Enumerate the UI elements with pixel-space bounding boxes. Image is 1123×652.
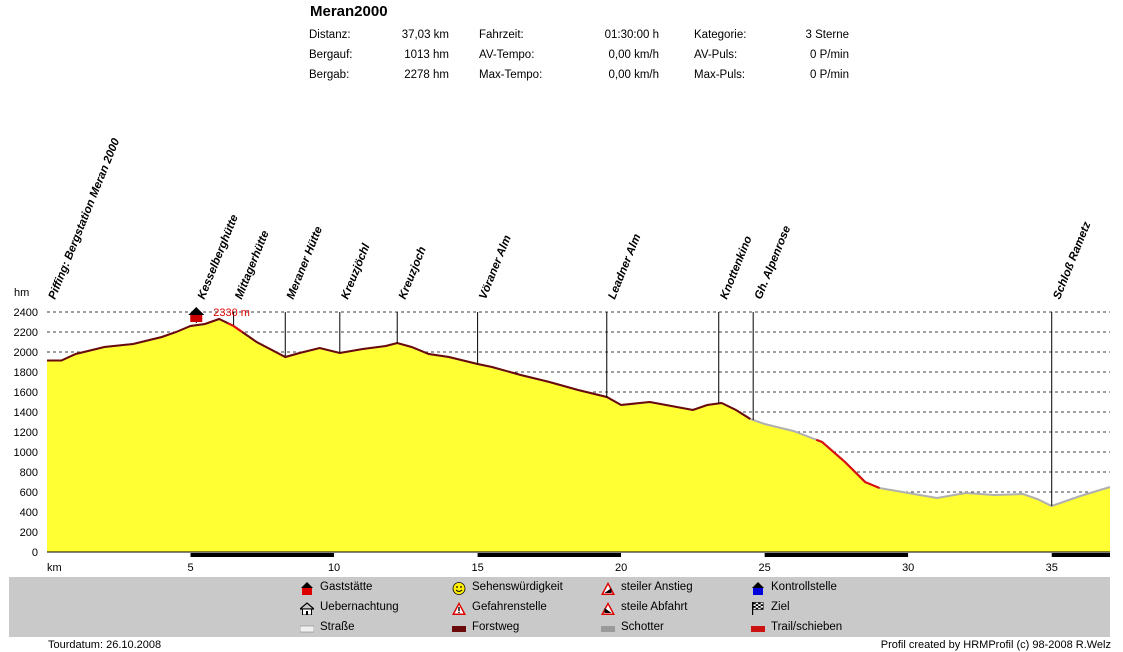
waypoint-label: Knottenkino	[718, 234, 754, 301]
stat-label: AV-Puls:	[694, 49, 738, 61]
profile-line-trail	[815, 438, 880, 489]
waypoint-label: Vöraner Alm	[477, 234, 514, 302]
stat-label: Max-Tempo:	[479, 69, 543, 81]
y-tick-label: 800	[20, 467, 38, 479]
x-axis-scale-bar	[477, 553, 622, 557]
y-axis-label: hm	[14, 287, 29, 299]
waypoint-label: Leadner Alm	[606, 232, 643, 301]
waypoint-label: Schloß Rametz	[1051, 220, 1093, 301]
elevation-profile-chart: 0 200 400 600 800 1000 1200 1400 1600 1800 2000 220…	[14, 136, 1111, 574]
stat-value: 01:30:00 h	[604, 29, 659, 41]
x-tick-label: 30	[902, 562, 914, 574]
stat-value: 0 P/min	[810, 49, 849, 61]
stat-value: 0,00 km/h	[608, 49, 660, 61]
x-tick-label: 10	[328, 562, 340, 574]
y-tick-label: 400	[20, 507, 38, 519]
house-blue-icon	[752, 582, 764, 595]
x-tick-label: 15	[471, 562, 483, 574]
stat-label: Max-Puls:	[694, 69, 746, 81]
waypoint-label: Kreuzjoch	[397, 245, 429, 301]
waypoint-label: Piffing: Bergstation Meran 2000	[47, 136, 123, 301]
credit-text: Profil created by HRMProfil (c) 98-2008 …	[880, 639, 1111, 651]
stat-value: 0,00 km/h	[608, 69, 660, 81]
x-axis-label: km	[47, 562, 62, 574]
stat-value: 1013 hm	[404, 49, 449, 61]
legend-panel: Gaststätte Sehenswürdigkeit steiler Anst…	[9, 577, 1110, 637]
grid-lines: 0 200 400 600 800 1000 1200 1400 1600 1800 2000 220…	[14, 307, 1110, 559]
x-axis-scale-bar	[334, 553, 478, 557]
tour-date: Tourdatum: 26.10.2008	[48, 639, 162, 651]
x-axis-scale-bar	[764, 553, 909, 557]
waypoint-label: Mittagerhütte	[233, 229, 272, 302]
x-axis-scale-bar	[47, 553, 191, 557]
gravel-swatch-icon	[601, 626, 615, 632]
x-axis-scale-bar	[1051, 553, 1110, 557]
stat-label: Bergab:	[309, 69, 350, 81]
y-tick-label: 200	[20, 527, 38, 539]
house-red-icon	[188, 307, 205, 322]
x-tick-label: 25	[759, 562, 771, 574]
forest-road-swatch-icon	[452, 626, 466, 632]
profile-lines	[47, 317, 1111, 508]
stat-label: Bergauf:	[309, 49, 353, 61]
house-red-icon	[301, 582, 313, 595]
stat-label: Kategorie:	[694, 29, 747, 41]
y-tick-label: 1400	[14, 407, 38, 419]
y-tick-label: 2200	[14, 327, 38, 339]
hut-icon	[300, 602, 314, 615]
road-swatch-icon	[300, 625, 314, 633]
x-tick-label: 20	[615, 562, 627, 574]
x-tick-label: 5	[187, 562, 193, 574]
profile-line-forest-road	[47, 317, 751, 420]
y-tick-label: 0	[32, 547, 38, 559]
y-tick-label: 1800	[14, 367, 38, 379]
warning-icon	[452, 602, 466, 615]
x-axis-scale-bar	[190, 553, 335, 557]
waypoint-label: Kreuzjöchl	[339, 241, 372, 301]
max-elevation-label: 2330 m	[213, 307, 250, 319]
stat-label: Distanz:	[309, 29, 351, 41]
waypoint-label: Meraner Hütte	[285, 224, 325, 301]
waypoint-label: Kesselberghütte	[196, 213, 241, 302]
y-tick-label: 2000	[14, 347, 38, 359]
warning-climb-icon	[601, 582, 615, 595]
stat-value: 2278 hm	[404, 69, 449, 81]
waypoint-label: Gh. Alpenrose	[753, 224, 794, 302]
stat-label: AV-Tempo:	[479, 49, 535, 61]
profile-area	[47, 319, 1110, 552]
tour-title: Meran2000	[310, 3, 388, 20]
y-tick-label: 1200	[14, 427, 38, 439]
y-tick-label: 2400	[14, 307, 38, 319]
y-tick-label: 600	[20, 487, 38, 499]
axes: 5 10 15 20 25 30 35	[47, 551, 1110, 574]
checkered-flag-icon	[752, 602, 764, 615]
stat-value: 3 Sterne	[805, 29, 849, 41]
stat-value: 0 P/min	[810, 69, 849, 81]
stat-value: 37,03 km	[401, 29, 449, 41]
x-axis-scale-bar	[621, 553, 765, 557]
stat-label: Fahrzeit:	[479, 29, 524, 41]
y-tick-label: 1000	[14, 447, 38, 459]
warning-descent-icon	[601, 602, 615, 615]
y-tick-label: 1600	[14, 387, 38, 399]
x-axis-scale-bar	[908, 553, 1052, 557]
smiley-icon	[452, 582, 466, 595]
trail-swatch-icon	[751, 626, 765, 632]
x-tick-label: 35	[1046, 562, 1058, 574]
profile-line-trail	[227, 322, 243, 333]
